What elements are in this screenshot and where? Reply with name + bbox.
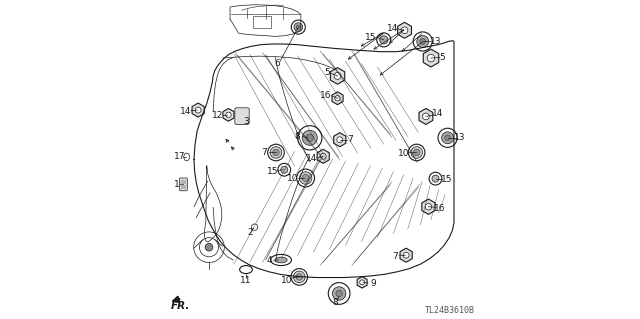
Text: 17: 17 [174, 152, 186, 161]
Circle shape [337, 137, 343, 143]
Circle shape [273, 149, 279, 156]
Text: 13: 13 [454, 133, 465, 142]
Text: 14: 14 [180, 107, 191, 116]
Circle shape [445, 135, 451, 141]
Text: 6: 6 [274, 59, 280, 68]
Circle shape [428, 54, 435, 62]
Text: 5: 5 [324, 68, 330, 77]
Text: TL24B3610B: TL24B3610B [425, 306, 475, 315]
Text: 10: 10 [287, 174, 299, 183]
Text: 16: 16 [434, 204, 445, 213]
Text: 7: 7 [348, 135, 353, 144]
Polygon shape [332, 92, 343, 105]
Text: 14: 14 [387, 24, 399, 33]
Circle shape [226, 112, 231, 117]
Polygon shape [357, 277, 367, 288]
Circle shape [413, 149, 420, 156]
Circle shape [403, 252, 409, 258]
Text: 14: 14 [432, 109, 443, 118]
Polygon shape [330, 68, 345, 84]
Polygon shape [419, 108, 433, 124]
Polygon shape [317, 149, 329, 163]
Circle shape [302, 174, 309, 182]
Text: 9: 9 [371, 279, 376, 288]
Circle shape [332, 287, 346, 300]
Text: 15: 15 [365, 33, 377, 42]
Circle shape [320, 153, 326, 159]
Circle shape [432, 175, 439, 182]
Circle shape [296, 25, 300, 29]
Text: 15: 15 [441, 175, 452, 184]
Text: 4: 4 [267, 256, 273, 265]
Text: 11: 11 [240, 276, 252, 285]
Text: 2: 2 [247, 228, 253, 237]
Circle shape [417, 35, 429, 48]
Text: 10: 10 [281, 276, 292, 285]
Circle shape [360, 280, 365, 285]
Circle shape [302, 130, 317, 145]
Circle shape [195, 107, 201, 113]
Ellipse shape [275, 257, 287, 263]
Circle shape [294, 271, 305, 283]
Circle shape [296, 274, 303, 280]
Text: 15: 15 [267, 167, 278, 176]
Circle shape [300, 172, 312, 184]
Circle shape [306, 134, 314, 141]
Circle shape [294, 23, 303, 32]
Polygon shape [333, 133, 346, 147]
Text: 13: 13 [429, 37, 441, 46]
Polygon shape [423, 49, 439, 67]
Text: 8: 8 [295, 132, 301, 141]
Text: 7: 7 [261, 148, 267, 157]
Text: 8: 8 [332, 298, 338, 307]
FancyBboxPatch shape [180, 178, 188, 191]
Circle shape [401, 27, 408, 34]
Text: 14: 14 [307, 154, 317, 163]
Polygon shape [397, 22, 412, 38]
Circle shape [380, 36, 388, 44]
Circle shape [422, 113, 429, 120]
Text: 1: 1 [174, 180, 180, 189]
Text: 7: 7 [392, 252, 398, 261]
Text: 12: 12 [212, 111, 223, 120]
Circle shape [411, 147, 422, 158]
Polygon shape [223, 108, 234, 121]
Text: 10: 10 [398, 149, 410, 158]
Circle shape [205, 243, 213, 251]
Text: FR.: FR. [171, 300, 190, 311]
Circle shape [281, 166, 288, 173]
Circle shape [420, 39, 426, 44]
Text: 3: 3 [244, 117, 250, 126]
Circle shape [335, 96, 340, 101]
Circle shape [270, 147, 282, 158]
Circle shape [336, 290, 342, 297]
FancyBboxPatch shape [235, 108, 249, 124]
Circle shape [442, 132, 454, 144]
Text: 5: 5 [439, 53, 445, 62]
Polygon shape [422, 199, 435, 214]
Circle shape [425, 204, 431, 210]
Polygon shape [192, 103, 204, 117]
Circle shape [334, 72, 341, 79]
Text: 16: 16 [320, 91, 332, 100]
Polygon shape [400, 248, 412, 262]
